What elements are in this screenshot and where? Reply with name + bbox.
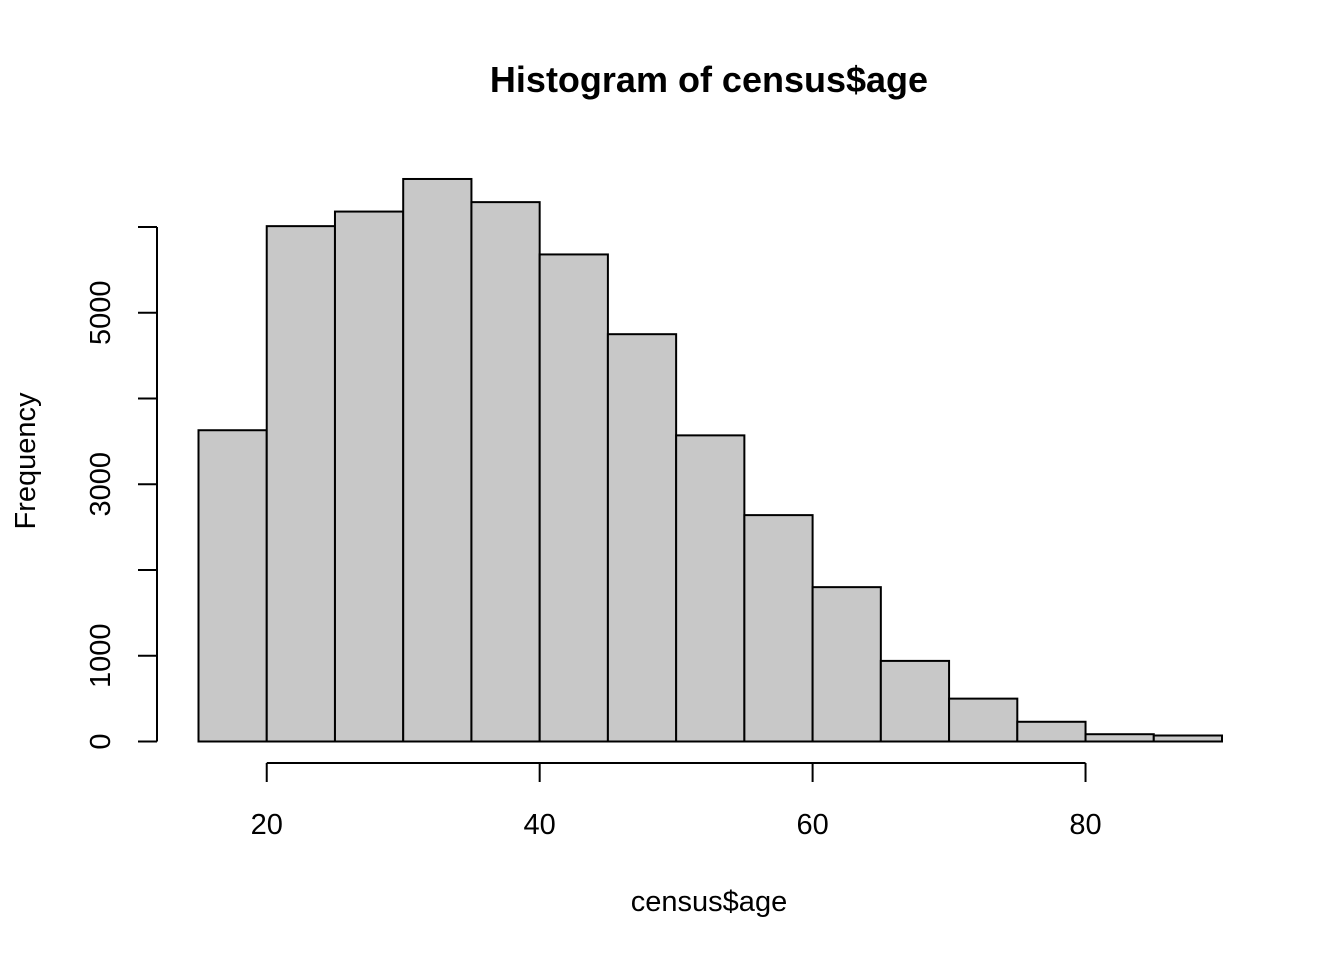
x-tick-label: 60 [796,809,828,841]
chart-title: Histogram of census$age [490,59,928,100]
x-tick-label: 20 [251,809,283,841]
y-axis-label: Frequency [10,392,42,530]
y-axis: 0 1000 3000 5000 [85,226,158,750]
histogram-bar [333,210,405,743]
y-tick-label: 1000 [85,623,117,688]
histogram-bar [1016,720,1087,743]
histogram-bar [811,586,882,743]
histogram-bar [265,225,336,743]
y-tick-label: 5000 [85,280,117,345]
histogram-bar [197,429,268,743]
histogram-bar [538,253,609,743]
x-tick-label: 40 [524,809,556,841]
x-axis: 20 40 60 80 [251,762,1102,841]
histogram-bar [402,177,473,743]
x-tick-label: 80 [1069,809,1101,841]
histogram-bar [606,333,678,743]
histogram-bar [470,201,541,743]
bars-group [197,177,1224,743]
y-tick-label: 0 [85,733,117,749]
histogram-bar [948,697,1019,743]
x-axis-label: census$age [631,886,787,918]
histogram-bar [1084,733,1155,743]
histogram-bar [743,514,814,743]
histogram-bar [675,434,746,743]
y-tick-label: 3000 [85,452,117,517]
histogram-bar [879,659,951,743]
histogram-bar [1152,734,1224,743]
